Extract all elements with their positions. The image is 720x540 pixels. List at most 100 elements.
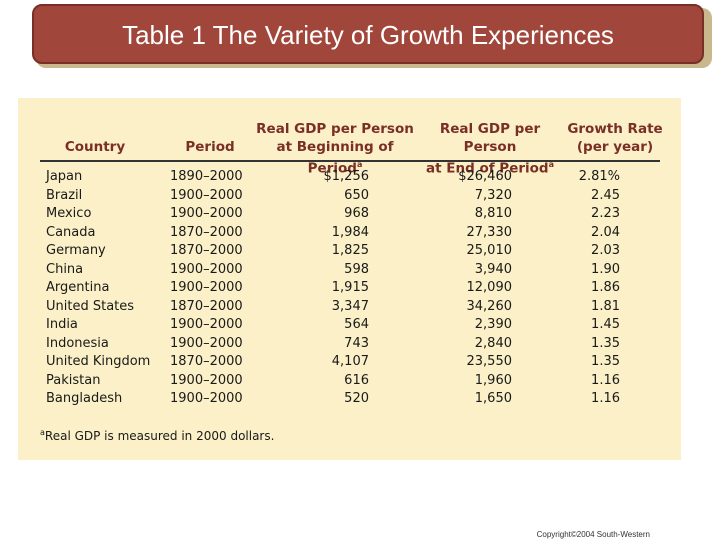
cell-growth-rate: 1.16: [591, 372, 620, 388]
table-row: Canada 1870–2000 1,984 27,330 2.04: [40, 224, 660, 243]
cell-begin-gdp: 650: [344, 187, 369, 203]
cell-growth-rate: 1.16: [591, 391, 620, 406]
header-begin-line2: at Beginning of Period: [276, 139, 394, 177]
cell-end-gdp: 34,260: [466, 298, 513, 314]
header-growth-line2: (per year): [576, 139, 654, 155]
cell-period: 1890–2000: [170, 169, 243, 184]
cell-country: Japan: [46, 169, 83, 184]
cell-end-gdp: 27,330: [466, 224, 513, 240]
table-row: Germany 1870–2000 1,825 25,010 2.03: [40, 242, 660, 261]
cell-growth-rate: 1.81: [591, 298, 620, 314]
cell-country: Bangladesh: [46, 391, 123, 406]
header-end-line1: Real GDP per Person: [439, 121, 541, 155]
header-rule: [40, 160, 660, 162]
cell-end-gdp: 1,960: [474, 372, 512, 388]
cell-country: China: [46, 261, 84, 277]
cell-growth-rate: 1.86: [591, 280, 620, 295]
table-row: Pakistan 1900–2000 616 1,960 1.16: [40, 372, 660, 391]
header-growth: Growth Rate (per year): [565, 120, 665, 156]
footnote-mark: a: [40, 428, 45, 437]
cell-growth-rate: 2.03: [591, 243, 620, 258]
cell-begin-gdp: 3,347: [331, 298, 369, 314]
cell-begin-gdp: $1,256: [323, 169, 370, 184]
table-row: China 1900–2000 598 3,940 1.90: [40, 261, 660, 280]
header-begin-sup: a: [356, 160, 363, 169]
header-begin-line1: Real GDP per Person: [256, 121, 414, 137]
cell-growth-rate: 1.45: [591, 317, 620, 332]
copyright-text: Copyright©2004 South-Western: [536, 530, 650, 539]
cell-period: 1900–2000: [170, 317, 243, 332]
footnote: aReal GDP is measured in 2000 dollars.: [40, 428, 274, 443]
cell-country: Indonesia: [46, 335, 109, 351]
header-country: Country: [64, 139, 126, 155]
cell-growth-rate: 2.04: [591, 224, 620, 240]
cell-period: 1900–2000: [170, 372, 243, 388]
cell-growth-rate: 1.90: [591, 261, 620, 277]
cell-end-gdp: 2,840: [474, 335, 512, 351]
cell-begin-gdp: 1,984: [331, 224, 369, 240]
cell-country: Argentina: [46, 280, 110, 295]
cell-begin-gdp: 598: [344, 261, 369, 277]
growth-table: Country Period Real GDP per Person at Be…: [40, 120, 663, 406]
table-body: Japan 1890–2000 $1,256 $26,460 2.81% Brazil 19…: [40, 168, 660, 409]
table-row: India 1900–2000 564 2,390 1.45: [40, 316, 660, 335]
cell-period: 1900–2000: [170, 335, 243, 351]
cell-begin-gdp: 616: [344, 372, 369, 388]
table-row: Brazil 1900–2000 650 7,320 2.45: [40, 187, 660, 206]
cell-end-gdp: 8,810: [474, 206, 512, 221]
cell-country: Germany: [46, 243, 106, 258]
cell-country: India: [46, 317, 78, 332]
cell-begin-gdp: 1,825: [331, 243, 369, 258]
cell-end-gdp: 12,090: [466, 280, 513, 295]
cell-country: Canada: [46, 224, 96, 240]
cell-period: 1870–2000: [170, 224, 243, 240]
cell-growth-rate: 2.23: [591, 206, 620, 221]
cell-begin-gdp: 968: [344, 206, 369, 221]
cell-growth-rate: 2.45: [591, 187, 620, 203]
header-begin: Real GDP per Person at Beginning of Peri…: [255, 120, 415, 178]
header-period: Period: [185, 139, 235, 155]
table-row: Japan 1890–2000 $1,256 $26,460 2.81%: [40, 168, 660, 187]
header-end: Real GDP per Person at End of Perioda: [415, 120, 565, 178]
table-row: United States 1870–2000 3,347 34,260 1.81: [40, 298, 660, 317]
cell-period: 1900–2000: [170, 206, 243, 221]
cell-end-gdp: 1,650: [474, 391, 512, 406]
cell-period: 1870–2000: [170, 243, 243, 258]
cell-begin-gdp: 4,107: [331, 354, 369, 369]
cell-country: Brazil: [46, 187, 83, 203]
cell-country: Pakistan: [46, 372, 101, 388]
cell-end-gdp: 25,010: [466, 243, 513, 258]
footnote-text: Real GDP is measured in 2000 dollars.: [44, 429, 275, 443]
table-row: United Kingdom 1870–2000 4,107 23,550 1.35: [40, 353, 660, 372]
cell-end-gdp: 7,320: [474, 187, 512, 203]
table-panel: Country Period Real GDP per Person at Be…: [18, 98, 681, 460]
cell-growth-rate: 1.35: [591, 354, 620, 369]
cell-begin-gdp: 1,915: [331, 280, 369, 295]
title-bar: Table 1 The Variety of Growth Experience…: [32, 4, 704, 64]
cell-begin-gdp: 520: [344, 391, 369, 406]
slide-title: Table 1 The Variety of Growth Experience…: [122, 20, 614, 50]
cell-period: 1870–2000: [170, 298, 243, 314]
cell-begin-gdp: 564: [344, 317, 369, 332]
header-end-line2: at End of Period: [426, 160, 549, 177]
cell-end-gdp: 2,390: [474, 317, 512, 332]
cell-period: 1900–2000: [170, 391, 243, 406]
cell-country: Mexico: [46, 206, 92, 221]
cell-country: United Kingdom: [46, 354, 151, 369]
table-row: Argentina 1900–2000 1,915 12,090 1.86: [40, 279, 660, 298]
cell-end-gdp: 23,550: [466, 354, 513, 369]
cell-period: 1900–2000: [170, 261, 243, 277]
table-row: Bangladesh 1900–2000 520 1,650 1.16: [40, 390, 660, 409]
cell-growth-rate: 1.35: [591, 335, 620, 351]
header-end-sup: a: [548, 160, 554, 169]
table-row: Mexico 1900–2000 968 8,810 2.23: [40, 205, 660, 224]
cell-period: 1900–2000: [170, 280, 243, 295]
cell-period: 1900–2000: [170, 187, 243, 203]
cell-end-gdp: 3,940: [474, 261, 512, 277]
cell-begin-gdp: 743: [344, 335, 369, 351]
table-header: Country Period Real GDP per Person at Be…: [40, 120, 663, 177]
cell-growth-rate: 2.81%: [578, 169, 620, 184]
cell-country: United States: [46, 298, 135, 314]
table-row: Indonesia 1900–2000 743 2,840 1.35: [40, 335, 660, 354]
cell-end-gdp: $26,460: [458, 169, 512, 184]
